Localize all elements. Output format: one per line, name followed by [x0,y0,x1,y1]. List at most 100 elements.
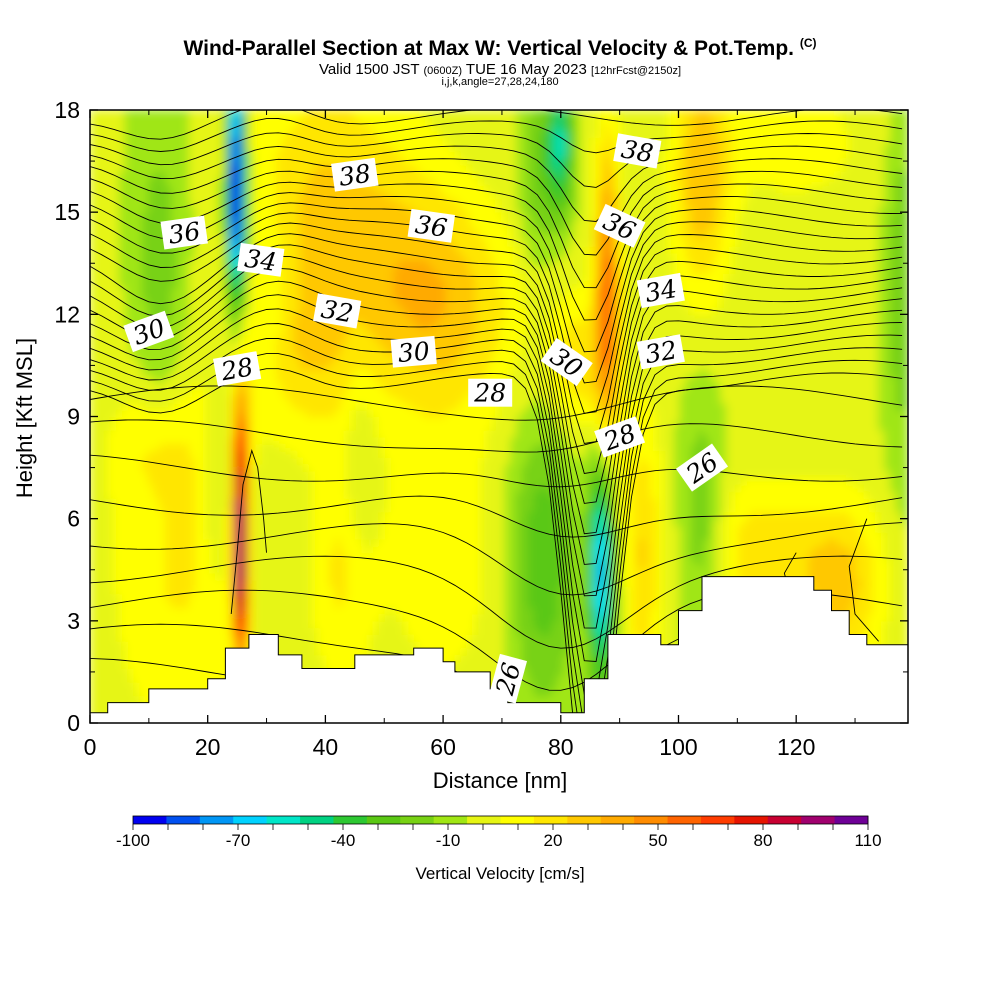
theta-contour-label: 38 [331,157,379,192]
theta-contour-line [90,222,903,445]
colorbar-swatch [433,816,468,824]
colorbar-tick-label: 20 [544,831,563,850]
x-tick-label: 20 [195,734,221,760]
theta-label-text: 28 [473,379,506,408]
colorbar: -100 -70 -40 -10 20 50 80 110 [116,815,882,850]
theta-label-text: 38 [619,134,655,168]
colorbar-swatch [467,816,501,824]
theta-contour-label: 38 [613,133,662,169]
theta-contour-line [90,419,903,453]
colorbar-tick-label: -100 [116,831,150,850]
theta-label-box [331,157,379,192]
x-tick-label: 0 [84,734,97,760]
colorbar-swatch [266,816,301,824]
theta-contour-label: 26 [488,653,528,704]
colorbar-swatch [600,816,635,824]
theta-contour-line [90,145,903,222]
theta-label-box [636,272,685,309]
theta-contour-label: 34 [636,272,685,309]
colorbar-tick-label: 110 [854,831,881,850]
valid-utc: (0600Z) [423,65,462,77]
theta-contour-line [90,323,903,696]
y-tick-label: 3 [67,608,80,634]
x-axis-title: Distance [nm] [432,768,568,793]
theta-label-box [613,133,662,169]
theta-contour-line [90,118,903,154]
theta-contour-label: 30 [390,335,437,368]
colorbar-tick-label: -10 [436,831,461,850]
index-info: i,j,k,angle=27,28,24,180 [441,76,559,88]
theta-label-box [407,208,456,243]
theta-label-box [675,443,729,492]
x-tick-label: 100 [659,734,697,760]
theta-contour-line [90,244,903,504]
y-axis-title: Height [Kft MSL] [12,337,37,499]
theta-label-text: 38 [337,159,373,192]
chart-subtitle: Valid 1500 JST (0600Z) TUE 16 May 2023 [… [0,61,1000,78]
y-tick-label: 12 [54,301,80,327]
colorbar-tick-label: -40 [331,831,356,850]
y-tick-label: 6 [67,506,80,532]
theta-contour-line [90,170,903,289]
colorbar-tick-label: -70 [226,831,251,850]
copyright-mark: (C) [799,36,817,50]
theta-contour-line [90,132,903,188]
theta-label-box [390,335,437,368]
colorbar-swatch [133,816,167,824]
theta-label-text: 28 [218,352,255,386]
theta-contour-label: 28 [468,378,513,408]
theta-label-text: 36 [413,210,449,243]
theta-contour-line [90,338,903,723]
x-tick-label: 60 [430,734,456,760]
theta-label-text: 30 [397,336,431,368]
valid-date: TUE 16 May 2023 [465,61,587,78]
theta-contour-line [90,308,903,662]
x-tick-label: 40 [313,734,339,760]
theta-label-box [593,203,646,248]
theta-contour-label: 32 [313,293,362,329]
theta-contour-line [230,449,267,615]
colorbar-swatch [801,816,835,824]
theta-label-text: 34 [643,274,679,308]
colorbar-swatch [734,816,769,824]
colorbar-swatch [767,816,802,824]
theta-label-text: 32 [643,335,679,369]
theta-label-text: 34 [243,244,279,277]
theta-contour-label: 36 [160,215,208,250]
colorbar-swatch [199,816,234,824]
theta-contour-line [90,454,903,488]
theta-contour-label: 32 [636,334,685,370]
theta-label-text: 32 [319,294,355,328]
colorbar-tick-label: 50 [649,831,668,850]
theta-label-box [594,416,646,458]
theta-contour-line [90,233,903,475]
colorbar-swatch [834,816,869,824]
theta-label-box [488,653,528,704]
colorbar-swatch [233,816,268,824]
y-tick-label: 15 [54,199,80,225]
theta-contour-line [90,555,903,649]
theta-contour-label: 36 [407,208,456,243]
theta-contour-line [90,294,903,629]
y-tick-label: 9 [67,404,80,430]
theta-label-box [123,310,175,353]
theta-contour-label: 28 [213,351,262,387]
forecast-info: [12hrFcst@2150z] [590,65,682,77]
colorbar-swatch [634,816,668,824]
chart-title: Wind-Parallel Section at Max W: Vertical… [0,36,1000,61]
valid-time: Valid 1500 JST [318,61,420,78]
theta-contour-line [848,518,879,642]
theta-contour-line [90,110,903,140]
theta-label-box [313,293,362,329]
theta-label-box [236,242,285,277]
colorbar-swatch [366,816,401,824]
theta-contour-line [90,256,903,535]
theta-contour-line [90,267,903,565]
theta-contour-line [90,280,903,597]
theta-label-box [213,351,262,387]
theta-label-box [540,337,593,387]
colorbar-swatch [567,816,602,824]
colorbar-swatch [700,816,735,824]
